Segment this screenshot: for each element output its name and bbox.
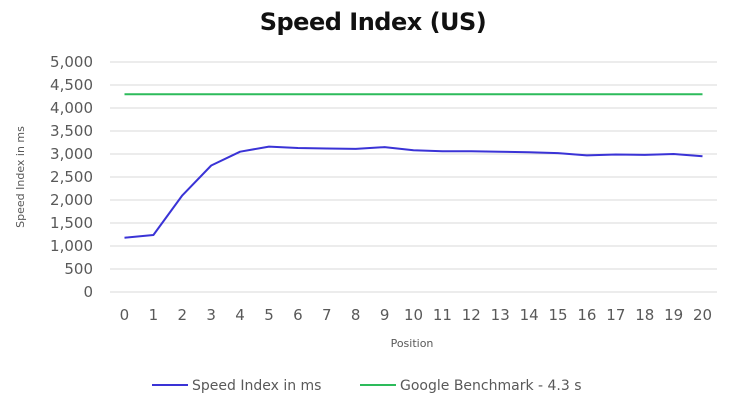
y-tick-label: 5,000 bbox=[50, 53, 93, 71]
chart-title: Speed Index (US) bbox=[259, 8, 487, 36]
x-tick-label: 17 bbox=[606, 306, 625, 324]
x-tick-label: 8 bbox=[351, 306, 361, 324]
x-tick-label: 0 bbox=[120, 306, 130, 324]
legend-label: Google Benchmark - 4.3 s bbox=[400, 378, 582, 394]
x-tick-label: 7 bbox=[322, 306, 332, 324]
y-tick-label: 3,500 bbox=[50, 122, 93, 140]
y-axis-label: Speed Index in ms bbox=[14, 126, 27, 228]
y-tick-label: 0 bbox=[83, 283, 93, 301]
x-tick-label: 4 bbox=[235, 306, 245, 324]
x-tick-label: 3 bbox=[206, 306, 216, 324]
x-tick-label: 14 bbox=[520, 306, 539, 324]
x-tick-label: 5 bbox=[264, 306, 274, 324]
x-tick-label: 11 bbox=[433, 306, 452, 324]
x-tick-label: 16 bbox=[577, 306, 596, 324]
y-tick-label: 2,500 bbox=[50, 168, 93, 186]
y-tick-label: 1,000 bbox=[50, 237, 93, 255]
x-axis-ticks: 0 1 2 3 4 5 6 7 8 9 10 11 12 13 14 15 16 17 18 19 20 bbox=[120, 306, 712, 324]
x-tick-label: 18 bbox=[635, 306, 654, 324]
legend-label: Speed Index in ms bbox=[192, 378, 321, 394]
y-tick-label: 500 bbox=[64, 260, 93, 278]
x-tick-label: 20 bbox=[693, 306, 712, 324]
y-tick-label: 4,000 bbox=[50, 99, 93, 117]
y-tick-label: 2,000 bbox=[50, 191, 93, 209]
x-tick-label: 6 bbox=[293, 306, 303, 324]
gridlines bbox=[110, 61, 717, 293]
x-tick-label: 12 bbox=[462, 306, 481, 324]
x-tick-label: 1 bbox=[149, 306, 159, 324]
x-tick-label: 2 bbox=[177, 306, 187, 324]
x-tick-label: 19 bbox=[664, 306, 683, 324]
x-tick-label: 10 bbox=[404, 306, 423, 324]
x-tick-label: 13 bbox=[491, 306, 510, 324]
legend: Speed Index in ms Google Benchmark - 4.3 … bbox=[152, 378, 582, 394]
y-tick-label: 3,000 bbox=[50, 145, 93, 163]
x-tick-label: 9 bbox=[380, 306, 390, 324]
series-line-1 bbox=[124, 145, 703, 239]
y-tick-label: 1,500 bbox=[50, 214, 93, 232]
y-tick-label: 4,500 bbox=[50, 76, 93, 94]
x-tick-label: 15 bbox=[548, 306, 567, 324]
x-axis-label: Position bbox=[391, 337, 434, 350]
series-lines bbox=[124, 93, 703, 239]
y-axis-ticks: 0 500 1,000 1,500 2,000 2,500 3,000 3,500 4,000 4… bbox=[50, 53, 93, 301]
